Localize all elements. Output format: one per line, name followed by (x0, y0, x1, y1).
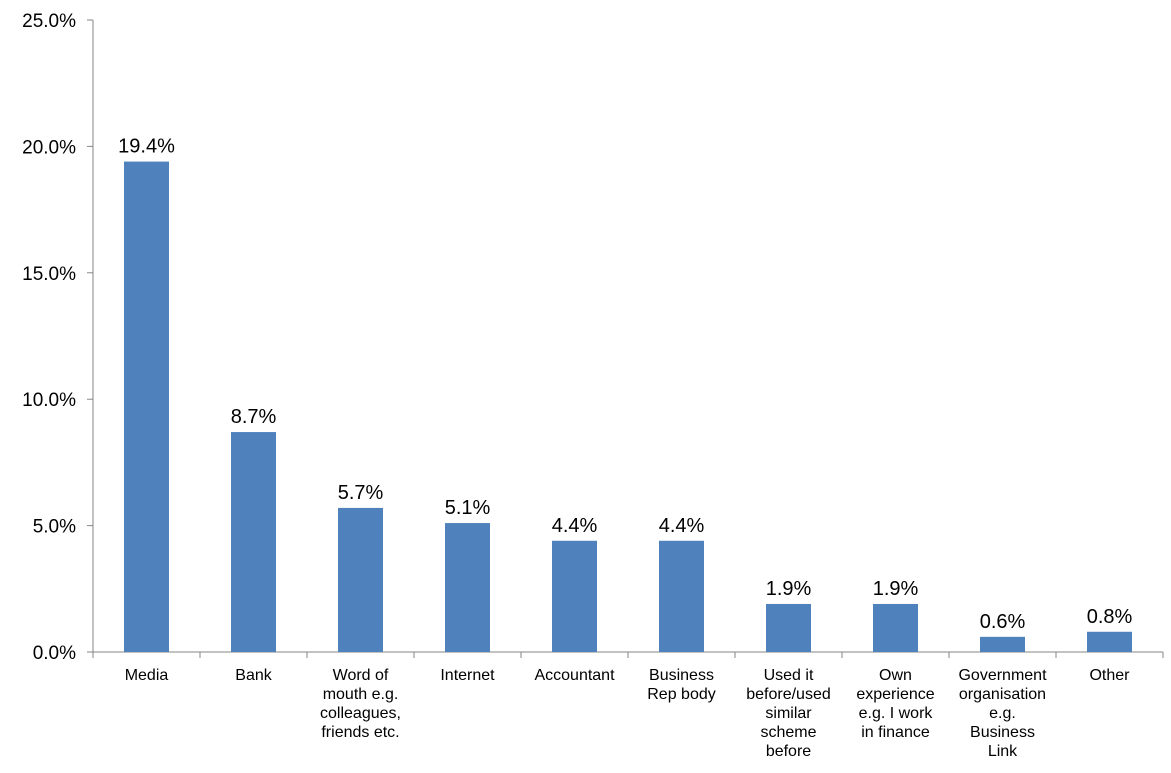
y-tick-label: 0.0% (33, 643, 76, 664)
data-label: 8.7% (231, 406, 277, 428)
data-label: 1.9% (873, 578, 919, 600)
category-label: Business (970, 724, 1035, 741)
bar (124, 161, 169, 652)
bar (338, 507, 383, 652)
data-label: 4.4% (659, 515, 705, 537)
category-label: before (766, 743, 811, 760)
category-label: Business (649, 667, 714, 684)
category-label: Accountant (534, 667, 615, 684)
category-label: Word of (333, 667, 389, 684)
bar (980, 636, 1025, 652)
data-label: 0.6% (980, 611, 1026, 633)
y-tick-label: 20.0% (22, 137, 76, 158)
bar (231, 432, 276, 652)
category-label: Media (125, 667, 169, 684)
category-label: colleagues, (320, 705, 401, 722)
category-label: Internet (440, 667, 495, 684)
category-label: Link (988, 743, 1018, 760)
bar (659, 540, 704, 652)
category-label: Used it (764, 667, 814, 684)
y-tick-label: 25.0% (22, 11, 76, 32)
y-tick-label: 10.0% (22, 390, 76, 411)
bar (1087, 631, 1132, 652)
category-label: organisation (959, 686, 1046, 703)
bar (766, 603, 811, 652)
y-tick-label: 15.0% (22, 264, 76, 285)
data-label: 19.4% (118, 136, 175, 158)
category-label: e.g. I work (859, 705, 934, 722)
data-label: 5.7% (338, 482, 384, 504)
bar (552, 540, 597, 652)
category-label: similar (765, 705, 812, 722)
category-label: scheme (760, 724, 816, 741)
category-label: before/used (746, 686, 831, 703)
bar (445, 523, 490, 652)
y-tick-label: 5.0% (33, 517, 76, 538)
data-label: 0.8% (1087, 606, 1133, 628)
data-label: 5.1% (445, 497, 491, 519)
category-label: mouth e.g. (323, 686, 399, 703)
category-label: in finance (861, 724, 930, 741)
data-label: 4.4% (552, 515, 598, 537)
category-label: e.g. (989, 705, 1016, 722)
category-label: Rep body (647, 686, 716, 703)
category-label: Government (958, 667, 1047, 684)
category-label: experience (856, 686, 934, 703)
data-label: 1.9% (766, 578, 812, 600)
category-label: friends etc. (321, 724, 399, 741)
category-label: Own (879, 667, 912, 684)
category-label: Bank (235, 667, 272, 684)
category-label: Other (1089, 667, 1130, 684)
bar (873, 603, 918, 652)
